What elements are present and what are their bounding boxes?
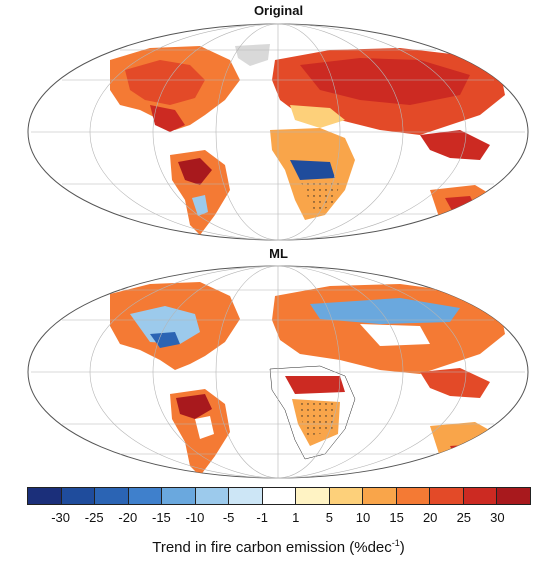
colorbar-tick-label: 10: [355, 510, 371, 525]
colorbar-tick-label: -30: [51, 510, 70, 525]
colorbar-swatch: [329, 488, 364, 504]
colorbar-swatch: [128, 488, 163, 504]
colorbar-tick-label: 25: [456, 510, 472, 525]
colorbar-swatch: [229, 488, 263, 504]
colorbar-swatch: [396, 488, 431, 504]
colorbar-label-text: Trend in fire carbon emission (%dec: [152, 539, 392, 556]
colorbar-tick-label: 20: [422, 510, 438, 525]
colorbar-swatch: [162, 488, 196, 504]
colorbar-swatch: [95, 488, 129, 504]
colorbar-label-close: ): [399, 539, 405, 556]
colorbar-swatch: [497, 488, 530, 504]
colorbar-tick-label: 1: [292, 510, 300, 525]
colorbar-ticks: -30 -25 -20 -15 -10 -5 -1 1 5 10 15 20 25 30: [27, 510, 531, 526]
world-map-ml: [27, 265, 529, 479]
colorbar: [27, 487, 531, 505]
colorbar-tick-label: -25: [84, 510, 104, 525]
colorbar-swatch: [28, 488, 62, 504]
colorbar-swatch: [463, 488, 498, 504]
colorbar-swatch: [363, 488, 397, 504]
colorbar-tick-label: -5: [222, 510, 235, 525]
colorbar-tick-label: -20: [118, 510, 138, 525]
colorbar-tick-label: -1: [256, 510, 268, 525]
world-map-original: [27, 23, 529, 241]
colorbar-tick-label: -15: [151, 510, 171, 525]
colorbar-swatch: [61, 488, 96, 504]
panel-title-ml: ML: [269, 246, 288, 261]
colorbar-tick-label: -10: [185, 510, 205, 525]
colorbar-label: Trend in fire carbon emission (%dec-1): [0, 538, 557, 556]
land-trends-original: [110, 44, 505, 235]
panel-title-original: Original: [253, 3, 304, 18]
colorbar-swatch: [262, 488, 297, 504]
colorbar-swatch: [195, 488, 230, 504]
colorbar-swatch: [296, 488, 330, 504]
graticule-original: [31, 23, 525, 241]
colorbar-tick-label: 15: [389, 510, 404, 525]
land-trends-ml: [110, 282, 505, 476]
colorbar-swatch: [430, 488, 464, 504]
colorbar-tick-label: 30: [490, 510, 505, 525]
colorbar-tick-label: 5: [325, 510, 334, 525]
colorbar-label-unit-exponent: -1: [391, 538, 400, 548]
graticule-ml: [31, 265, 525, 479]
